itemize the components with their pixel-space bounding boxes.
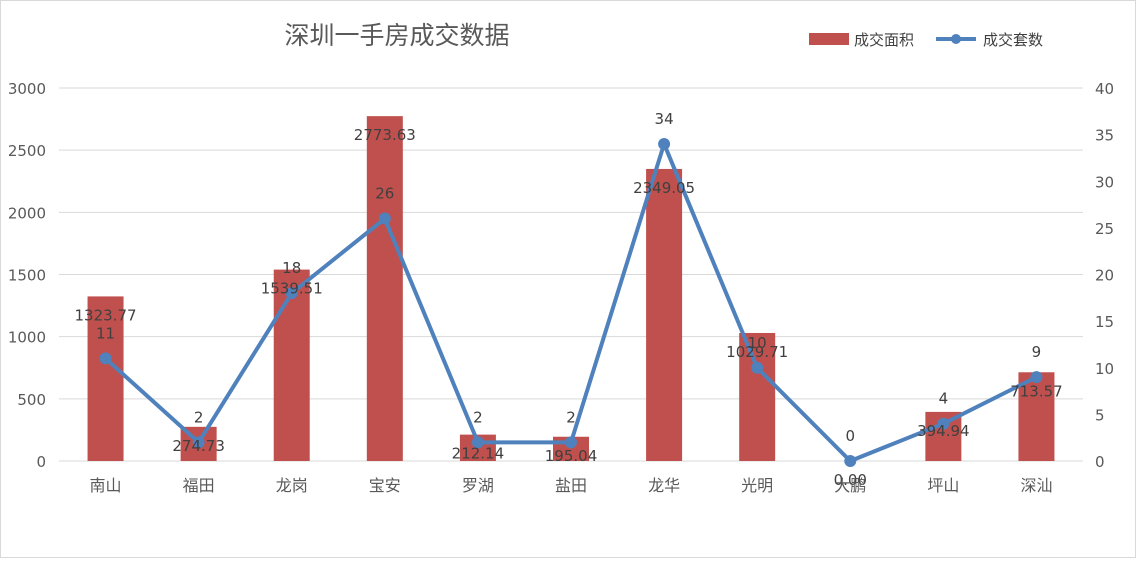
chart-title: 深圳一手房成交数据 [284,21,509,50]
y-left-tick-label: 500 [17,391,46,409]
bar-data-label: 713.57 [1010,382,1063,400]
y-left-tick-label: 3000 [8,80,46,98]
data-labels: 11 2 18 26 2 2 34 10 0 4 9 1323.77 274.73 1539.51 2773… [75,110,1063,489]
x-tick-label: 福田 [183,476,215,495]
bar-data-label: 274.73 [172,437,225,455]
line-point [471,436,484,449]
legend: 成交面积 成交套数 [809,31,1043,49]
x-tick-label: 大鹏 [834,476,866,495]
x-tick-label: 南山 [90,476,122,495]
line-series-count [99,137,1043,467]
bar-data-label: 212.14 [452,445,505,463]
bar-data-label: 2773.63 [354,126,416,144]
x-tick-label: 罗湖 [462,476,494,495]
line-data-label: 18 [282,259,301,277]
legend-label-count: 成交套数 [983,31,1043,49]
line-point [378,212,391,225]
line-data-label: 10 [748,334,767,352]
line-data-label: 4 [939,390,949,408]
x-tick-label: 龙华 [648,476,680,495]
line-data-label: 11 [96,324,115,342]
y-right-tick-label: 10 [1095,360,1114,378]
y-right-tick-label: 35 [1095,127,1114,145]
bar-data-label: 0.00 [834,471,867,489]
line-data-label: 26 [375,185,394,203]
line-point [565,436,577,449]
y-right-tick-label: 5 [1095,406,1105,424]
legend-swatch-count-marker [951,34,961,44]
x-tick-label: 坪山 [927,476,959,495]
y-right-tick-label: 30 [1095,173,1114,191]
axis-labels: 0500100015002000250030000510152025303540… [8,80,1114,495]
y-right-tick-label: 15 [1095,313,1114,331]
line-point [937,417,950,430]
line-point [192,436,205,449]
bar-data-label: 1323.77 [75,306,137,324]
y-left-tick-label: 2500 [8,142,46,160]
x-tick-label: 盐田 [555,476,587,495]
line-data-label: 0 [845,427,855,445]
bar [366,116,403,462]
y-right-tick-label: 25 [1095,220,1114,238]
y-left-tick-label: 2000 [8,204,46,222]
legend-swatch-area [809,33,849,45]
line-data-label: 34 [655,110,674,128]
line-point [99,352,112,365]
y-left-tick-label: 0 [36,453,46,471]
line-point [285,287,298,300]
x-tick-label: 光明 [741,476,773,495]
bar-data-label: 195.04 [545,447,598,465]
bar-data-label: 1539.51 [261,280,323,298]
line-data-label: 2 [473,408,483,426]
line-point [1030,371,1043,384]
bar-data-label: 1029.71 [726,343,788,361]
y-left-tick-label: 1000 [8,329,46,347]
gridlines [59,87,1083,462]
legend-label-area: 成交面积 [854,31,914,49]
y-right-tick-label: 0 [1095,453,1105,471]
bar [87,296,124,461]
y-right-tick-label: 20 [1095,267,1114,285]
y-right-tick-label: 40 [1095,80,1114,98]
bar-data-label: 2349.05 [633,179,695,197]
bar [273,269,310,461]
bar-data-label: 394.94 [917,422,970,440]
line-data-label: 2 [194,408,204,426]
bar [739,332,776,461]
y-left-tick-label: 1500 [8,267,46,285]
x-tick-label: 龙岗 [276,476,308,495]
bar [646,168,683,461]
bar [1018,372,1055,461]
line-point [751,361,764,374]
line-data-label: 2 [566,408,576,426]
line-data-label: 9 [1032,343,1042,361]
line-point [844,455,857,467]
x-tick-label: 深汕 [1020,476,1052,495]
line-point [658,137,671,150]
x-tick-label: 宝安 [369,476,401,495]
